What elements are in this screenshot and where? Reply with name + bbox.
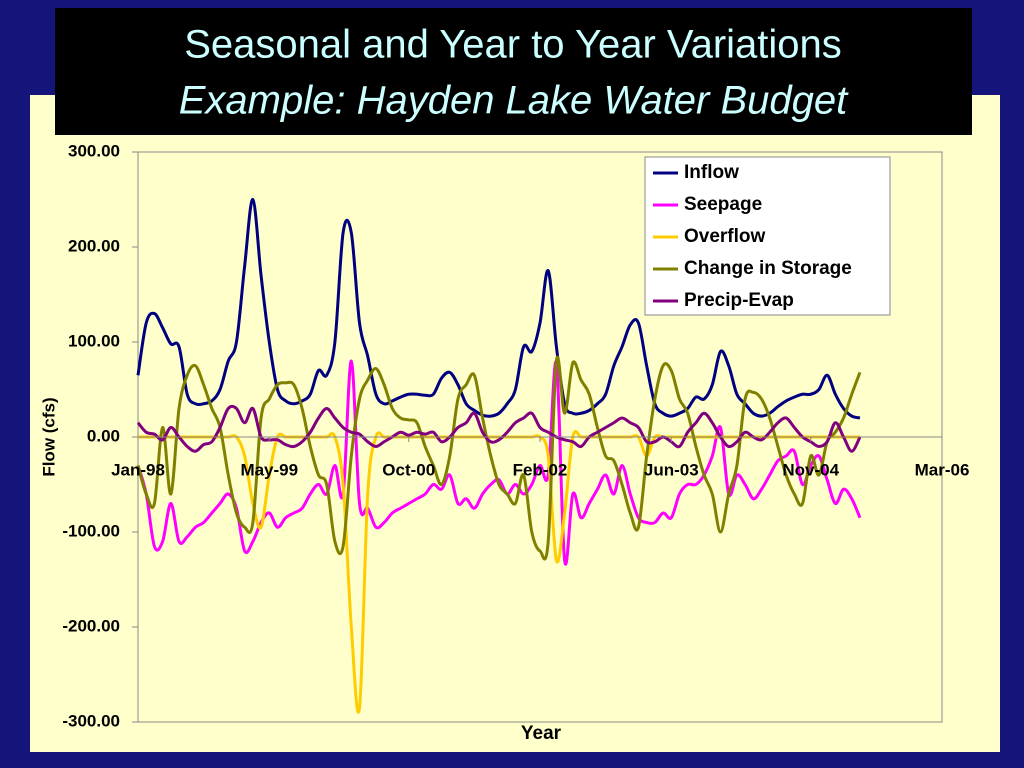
legend-label: Seepage [684,194,762,215]
y-axis-label: Flow (cfs) [39,397,58,476]
y-tick-label: -100.00 [62,521,120,540]
x-tick-label: May-99 [240,460,298,479]
title-box [55,8,972,135]
x-tick-label: Jun-03 [644,460,699,479]
legend-label: Precip-Evap [684,290,794,311]
x-tick-label: Mar-06 [915,460,970,479]
y-tick-label: 300.00 [68,141,120,160]
legend-label: Change in Storage [684,258,852,279]
legend-label: Overflow [684,226,766,247]
legend: Inflow Seepage Overflow Change in Storage Pr… [644,156,891,316]
series-line [136,197,861,420]
y-tick-label: -300.00 [62,711,120,730]
series-line [136,404,862,453]
slide-subtitle: Example: Hayden Lake Water Budget [179,79,849,123]
legend-label: Inflow [684,162,739,183]
y-tick-label: 0.00 [87,426,120,445]
y-tick-label: -200.00 [62,616,120,635]
x-axis-label: Year [521,723,562,744]
y-tick-label: 100.00 [68,331,120,350]
x-tick-label: Jan-98 [111,460,165,479]
legend-box [644,156,891,316]
x-tick-label: Oct-00 [382,460,435,479]
x-tick-label: Nov-04 [782,460,839,479]
y-tick-label: 200.00 [68,236,120,255]
x-tick-label: Feb-02 [513,460,568,479]
series-line [136,355,862,561]
slide-title: Seasonal and Year to Year Variations [184,23,842,67]
